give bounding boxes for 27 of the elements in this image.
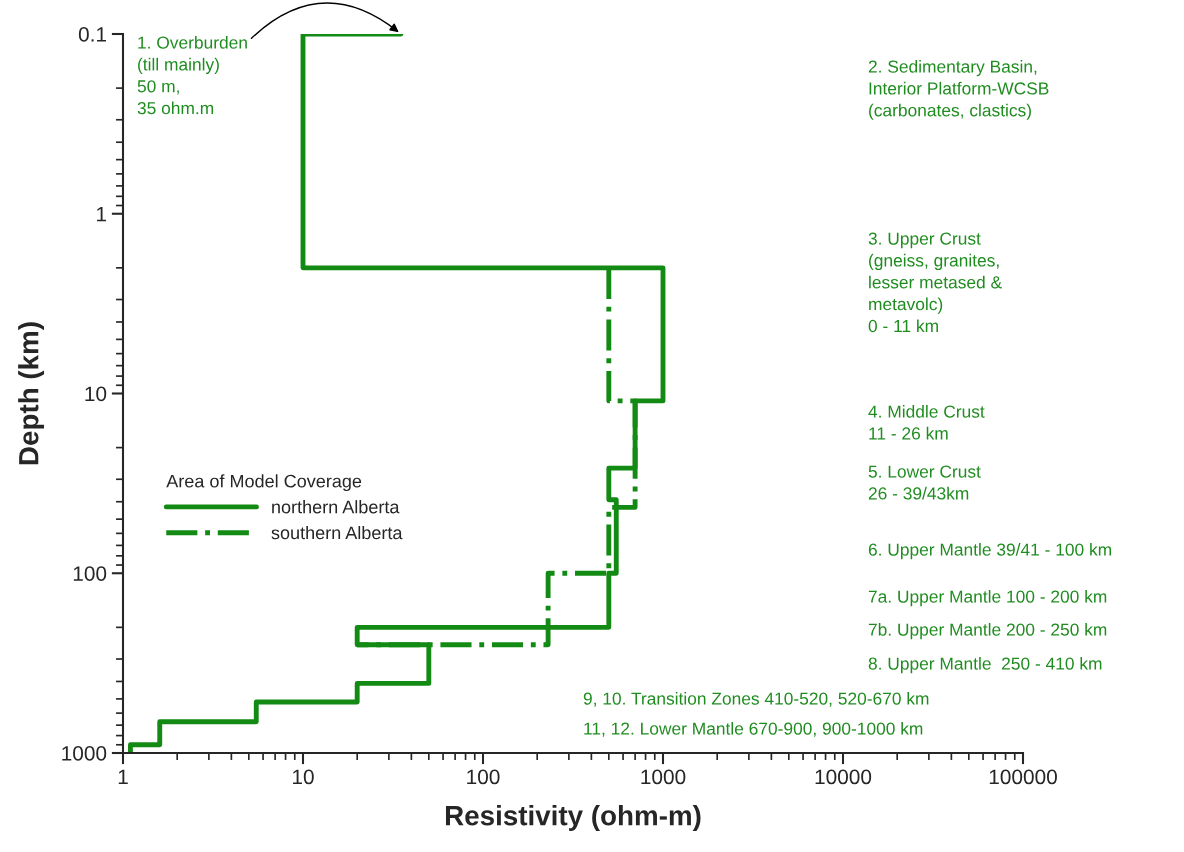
annotation: 6. Upper Mantle 39/41 - 100 km [868, 543, 1111, 560]
x-axis-title: Resistivity (ohm-m) [445, 805, 701, 831]
y-tick-label: 1 [97, 206, 107, 222]
x-tick-label: 100 [467, 769, 500, 785]
y-tick-label: 100 [73, 566, 107, 581]
annotation: 3. Upper Crust (gneiss, granites, lesser metased & metavolc) 0 - 11 km [868, 232, 1002, 333]
annotation: 4. Middle Crust 11 - 26 km [868, 405, 985, 440]
x-tick-label: 10000 [815, 769, 872, 785]
y-tick-label: 0.1 [78, 27, 107, 42]
y-axis-title: Depth (km) [18, 322, 45, 465]
annotation: 5. Lower Crust 26 - 39/43km [868, 465, 981, 500]
legend-label: northern Alberta [272, 500, 400, 514]
legend-title: Area of Model Coverage [166, 474, 362, 492]
annotation: 7b. Upper Mantle 200 - 250 km [868, 623, 1107, 640]
legend-label: southern Alberta [271, 525, 403, 540]
x-tick-label: 1 [118, 769, 128, 785]
annotation: 9, 10. Transition Zones 410-520, 520-670 km [583, 692, 929, 707]
annotation: 7a. Upper Mantle 100 - 200 km [868, 590, 1107, 607]
annotation: 8. Upper Mantle 250 - 410 km [868, 657, 1102, 674]
y-tick-label: 10 [85, 386, 107, 402]
y-tick-label: 1000 [62, 746, 107, 761]
x-tick-label: 100000 [989, 769, 1057, 785]
annotation: 1. Overburden (till mainly) 50 m, 35 ohm.m [137, 36, 247, 115]
annotation: 11, 12. Lower Mantle 670-900, 900-1000 km [584, 722, 923, 737]
x-tick-label: 10 [293, 769, 314, 785]
x-tick-label: 1000 [641, 769, 686, 785]
annotation: 2. Sedimentary Basin, Interior Platform-WCSB (carbonates, clastics) [868, 60, 1049, 120]
